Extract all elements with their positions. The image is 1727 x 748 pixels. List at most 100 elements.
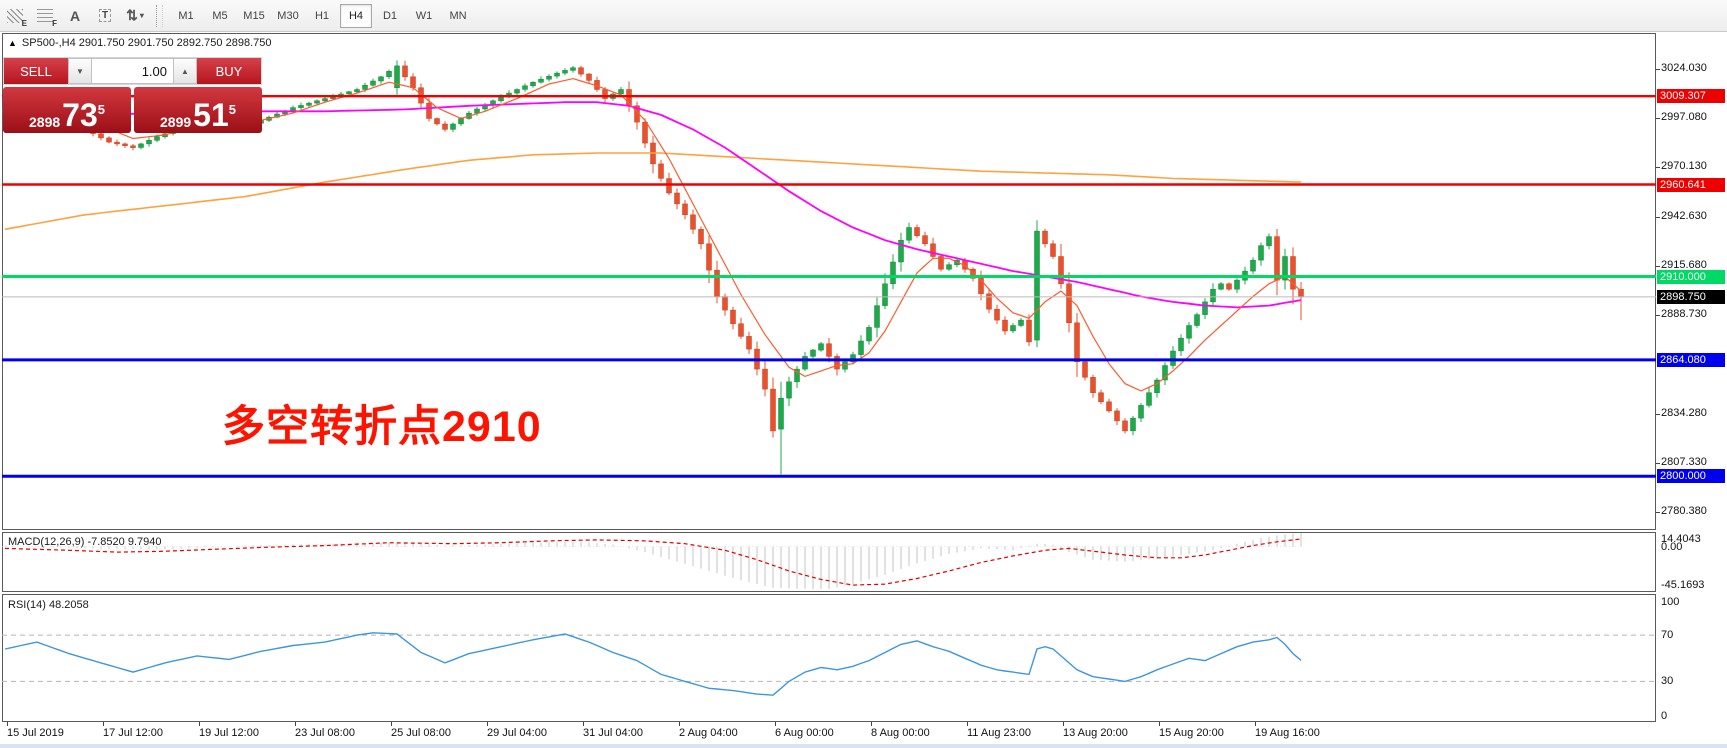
time-tick <box>487 722 488 726</box>
axis-tick-label: 2915.680 <box>1661 259 1707 271</box>
time-tick <box>391 722 392 726</box>
axis-tick-label: 70 <box>1661 629 1674 641</box>
axis-tick <box>1656 217 1660 218</box>
time-tick-label: 17 Jul 12:00 <box>103 727 163 739</box>
axis-tick-label: 2997.080 <box>1661 111 1707 123</box>
time-tick <box>679 722 680 726</box>
time-tick <box>583 722 584 726</box>
arrows-glyph: ⇅ <box>126 7 138 23</box>
timeframe-button-w1[interactable]: W1 <box>415 9 433 22</box>
one-click-trade-panel: SELL ▼ 1.00 ▲ BUY 2898 73 5 2899 51 5 <box>3 57 262 133</box>
bottom-strip <box>0 744 1727 748</box>
rsi-line <box>4 632 1302 696</box>
time-tick <box>1255 722 1256 726</box>
text-label-icon[interactable]: A <box>62 4 88 28</box>
level-price-label: 2910.000 <box>1657 270 1725 284</box>
axis-tick-label: 2888.730 <box>1661 308 1707 320</box>
time-tick <box>7 722 8 726</box>
rsi-panel[interactable] <box>2 594 1656 722</box>
ma-slow-line <box>4 152 1302 231</box>
rsi-label: RSI(14) 48.2058 <box>8 599 89 611</box>
time-tick-label: 6 Aug 00:00 <box>775 727 834 739</box>
trade-controls-row: SELL ▼ 1.00 ▲ BUY <box>3 57 262 85</box>
buy-price-small: 2899 <box>160 114 192 130</box>
letter-a-glyph: A <box>69 7 81 24</box>
toolbar: E F A T ⇅ ▾ M1 M5 M15 M30 H1 H4 D1 W1 MN <box>0 0 1727 32</box>
time-tick <box>103 722 104 726</box>
time-tick-label: 29 Jul 04:00 <box>487 727 547 739</box>
axis-tick-label: 30 <box>1661 675 1674 687</box>
time-tick <box>775 722 776 726</box>
time-tick <box>295 722 296 726</box>
timeframe-button-mn[interactable]: MN <box>449 9 467 22</box>
timeframe-button-h1[interactable]: H1 <box>314 9 330 22</box>
axis-tick <box>1656 315 1660 316</box>
timeframe-button-m30[interactable]: M30 <box>277 9 299 22</box>
level-price-label: 2864.080 <box>1657 353 1725 367</box>
time-tick-label: 25 Jul 08:00 <box>391 727 451 739</box>
timeframe-group: M1 M5 M15 M30 H1 H4 D1 W1 MN <box>169 3 475 28</box>
time-tick <box>1159 722 1160 726</box>
time-tick-label: 19 Jul 12:00 <box>199 727 259 739</box>
sell-button[interactable]: SELL <box>4 58 68 84</box>
axis-tick <box>1656 69 1660 70</box>
icon-sub-f: F <box>52 18 57 28</box>
axis-tick <box>1656 266 1660 267</box>
buy-price-big: 51 <box>193 96 229 133</box>
axis-tick <box>1656 118 1660 119</box>
time-tick <box>199 722 200 726</box>
indicators-hatch-icon[interactable]: E <box>2 4 28 28</box>
toolbar-separator <box>156 4 163 27</box>
indicator-list-icon[interactable]: F <box>32 4 58 28</box>
text-box-icon[interactable]: T <box>92 4 118 28</box>
time-tick-label: 8 Aug 00:00 <box>871 727 930 739</box>
timeframe-button-m5[interactable]: M5 <box>212 9 228 22</box>
macd-label: MACD(12,26,9) -7.8520 9.7940 <box>8 536 162 548</box>
axis-tick <box>1656 167 1660 168</box>
axis-tick-label: 2807.330 <box>1661 456 1707 468</box>
sell-quote-tile[interactable]: 2898 73 5 <box>3 87 131 133</box>
time-tick-label: 11 Aug 23:00 <box>967 727 1032 739</box>
level-price-label: 3009.307 <box>1657 89 1725 103</box>
volume-input[interactable]: 1.00 <box>92 58 173 84</box>
timeframe-button-m1[interactable]: M1 <box>178 9 194 22</box>
chart-title-text: SP500-,H4 2901.750 2901.750 2892.750 289… <box>21 37 272 49</box>
arrow-objects-icon[interactable]: ⇅ ▾ <box>122 4 148 28</box>
axis-tick-label: 2970.130 <box>1661 160 1707 172</box>
volume-decrease-button[interactable]: ▼ <box>68 58 92 84</box>
axis-tick-label: 100 <box>1661 596 1680 608</box>
time-tick <box>1063 722 1064 726</box>
timeframe-button-m15[interactable]: M15 <box>243 9 265 22</box>
time-tick-label: 31 Jul 04:00 <box>583 727 643 739</box>
time-tick <box>967 722 968 726</box>
hatch-glyph <box>7 8 23 23</box>
dropdown-arrow-icon[interactable]: ▾ <box>139 11 144 20</box>
axis-tick <box>1656 512 1660 513</box>
icon-sub-e: E <box>21 18 27 28</box>
buy-quote-tile[interactable]: 2899 51 5 <box>134 87 262 133</box>
axis-tick-label: 0.00 <box>1661 541 1683 553</box>
time-axis[interactable]: 15 Jul 2019 17 Jul 12:00 19 Jul 12:00 23 Ju… <box>2 722 1656 744</box>
chart-title: ▲ SP500-,H4 2901.750 2901.750 2892.750 2… <box>8 37 271 49</box>
chart-annotation-text: 多空转折点2910 <box>222 403 542 451</box>
timeframe-button-d1[interactable]: D1 <box>382 9 398 22</box>
buy-price-sup: 5 <box>228 102 236 117</box>
level-price-label: 2800.000 <box>1657 469 1725 483</box>
axis-tick-label: 2942.630 <box>1661 210 1707 222</box>
buy-button[interactable]: BUY <box>197 58 261 84</box>
timeframe-button-h4[interactable]: H4 <box>340 3 372 28</box>
time-tick-label: 19 Aug 16:00 <box>1255 727 1320 739</box>
axis-tick-label: 0 <box>1661 710 1668 722</box>
quote-tiles-row: 2898 73 5 2899 51 5 <box>3 87 262 133</box>
sell-price-small: 2898 <box>29 114 61 130</box>
collapse-triangle-icon[interactable]: ▲ <box>8 38 17 48</box>
sell-price-big: 73 <box>62 96 98 133</box>
macd-histogram <box>2 532 1302 589</box>
time-tick-label: 23 Jul 08:00 <box>295 727 355 739</box>
level-price-label: 2960.641 <box>1657 178 1725 192</box>
time-tick <box>871 722 872 726</box>
volume-increase-button[interactable]: ▲ <box>173 58 197 84</box>
rows-glyph <box>37 8 53 23</box>
